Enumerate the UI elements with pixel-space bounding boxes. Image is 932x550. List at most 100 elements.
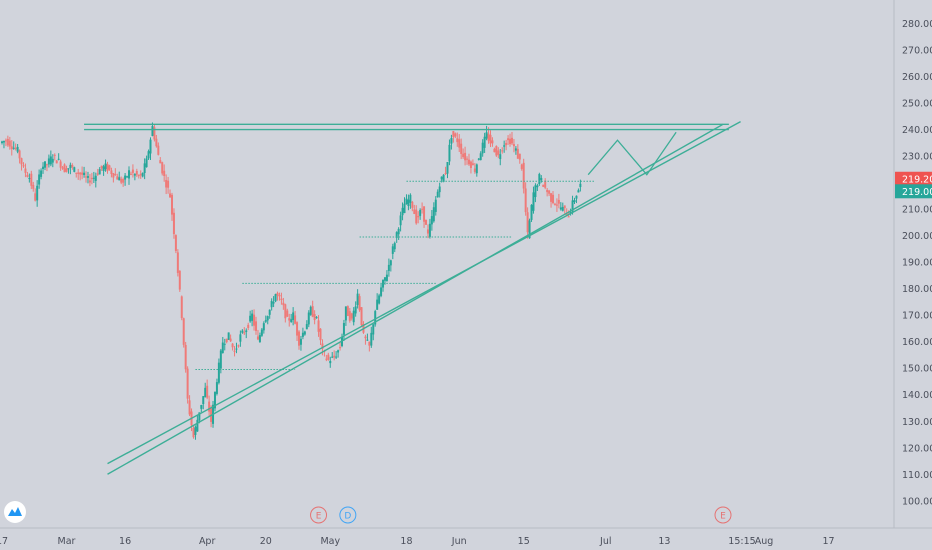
candle-body [100, 165, 103, 169]
candle-body [49, 156, 52, 165]
candle-body [208, 401, 211, 412]
candle-body [528, 220, 531, 239]
candle-body [479, 153, 482, 161]
candle-body [333, 355, 336, 358]
candle-body [81, 172, 84, 175]
candle-body [426, 229, 429, 234]
candle-body [290, 319, 293, 322]
candle-body [235, 348, 238, 350]
candle-body [92, 177, 95, 179]
candle-body [225, 338, 228, 343]
support-lower-trendline[interactable] [107, 123, 724, 475]
candle-body [286, 310, 289, 317]
candle-body [264, 320, 267, 322]
candle-body [344, 306, 347, 321]
candle-body [42, 166, 45, 169]
price-tick-label: 250.00 [902, 99, 932, 110]
candle-body [69, 164, 72, 168]
candle-body [387, 264, 390, 271]
candle-body [169, 193, 172, 198]
candle-body [1, 141, 3, 143]
candle-body [266, 316, 269, 321]
candle-body [296, 322, 299, 336]
candle-body [411, 201, 414, 208]
candle-body [434, 199, 437, 212]
candle-body [530, 204, 533, 220]
candle-body [90, 177, 93, 180]
candle-body [126, 176, 129, 178]
dividend-marker[interactable] [339, 506, 357, 524]
candle-body [360, 307, 363, 326]
price-tick-label: 130.00 [902, 417, 932, 428]
price-tick-label: 200.00 [902, 231, 932, 242]
candle-body [114, 174, 117, 176]
earnings-marker[interactable] [714, 506, 732, 524]
candle-body [546, 189, 549, 193]
candle-body [55, 160, 58, 164]
candle-body [98, 169, 101, 175]
candle-body [274, 294, 277, 302]
time-axis[interactable]: 17 Mar 16 Apr 20 May 18 Jun 15 Jul 13 Aug 17 15:15 [0, 536, 835, 547]
candle-body [200, 405, 203, 409]
candle-body [186, 368, 189, 399]
projection-path [587, 131, 677, 176]
candle-body [40, 170, 43, 177]
candle-body [342, 322, 345, 335]
projection-zigzag[interactable] [587, 131, 677, 176]
candle-body [219, 350, 222, 369]
candle-body [282, 302, 285, 306]
candle-body [292, 312, 295, 320]
candle-body [501, 150, 504, 152]
candle-body [120, 178, 123, 183]
candle-body [450, 138, 453, 144]
candle-body [153, 127, 156, 140]
candle-body [366, 339, 369, 341]
candle-body [227, 332, 230, 340]
candle-body [522, 162, 525, 189]
candle-body [38, 174, 41, 185]
earnings-marker[interactable] [310, 506, 328, 524]
candle-body [563, 205, 566, 209]
candle-body [223, 343, 226, 345]
candle-body [552, 194, 555, 204]
candle-body [192, 427, 195, 438]
candle-body [14, 147, 17, 149]
candle-body [61, 167, 64, 169]
candle-body [311, 306, 314, 317]
last-price-label: 219.00 [902, 187, 932, 198]
support-upper-trendline[interactable] [107, 121, 741, 465]
candle-body [432, 207, 435, 222]
tradingview-cloud-icon[interactable] [4, 501, 26, 523]
candle-body [466, 158, 469, 160]
candle-body [354, 306, 357, 314]
candle-body [104, 163, 107, 170]
candle-body [350, 313, 353, 319]
candle-body [196, 419, 199, 432]
candle-body [401, 207, 404, 216]
candle-body [352, 310, 355, 323]
candle-body [553, 203, 556, 205]
price-badges: 219.20 219.00 [895, 171, 932, 199]
candle-body [221, 342, 224, 354]
candle-body [57, 158, 60, 160]
candle-body [2, 141, 5, 143]
candle-body [526, 212, 529, 233]
candle-body [374, 311, 377, 325]
candle-body [280, 298, 283, 300]
candle-body [385, 274, 388, 281]
candle-body [213, 391, 216, 409]
candle-body [419, 209, 422, 216]
price-axis[interactable]: 100.00 110.00 120.00 130.00 140.00 150.00 160.… [902, 19, 932, 507]
candle-body [176, 252, 179, 273]
candle-body [454, 133, 457, 137]
candle-body [202, 396, 205, 405]
price-tick-label: 150.00 [902, 364, 932, 375]
candle-body [438, 186, 441, 193]
candle-body [425, 219, 428, 225]
candle-body [229, 338, 232, 342]
price-tick-label: 110.00 [902, 470, 932, 481]
candle-body [538, 174, 541, 185]
